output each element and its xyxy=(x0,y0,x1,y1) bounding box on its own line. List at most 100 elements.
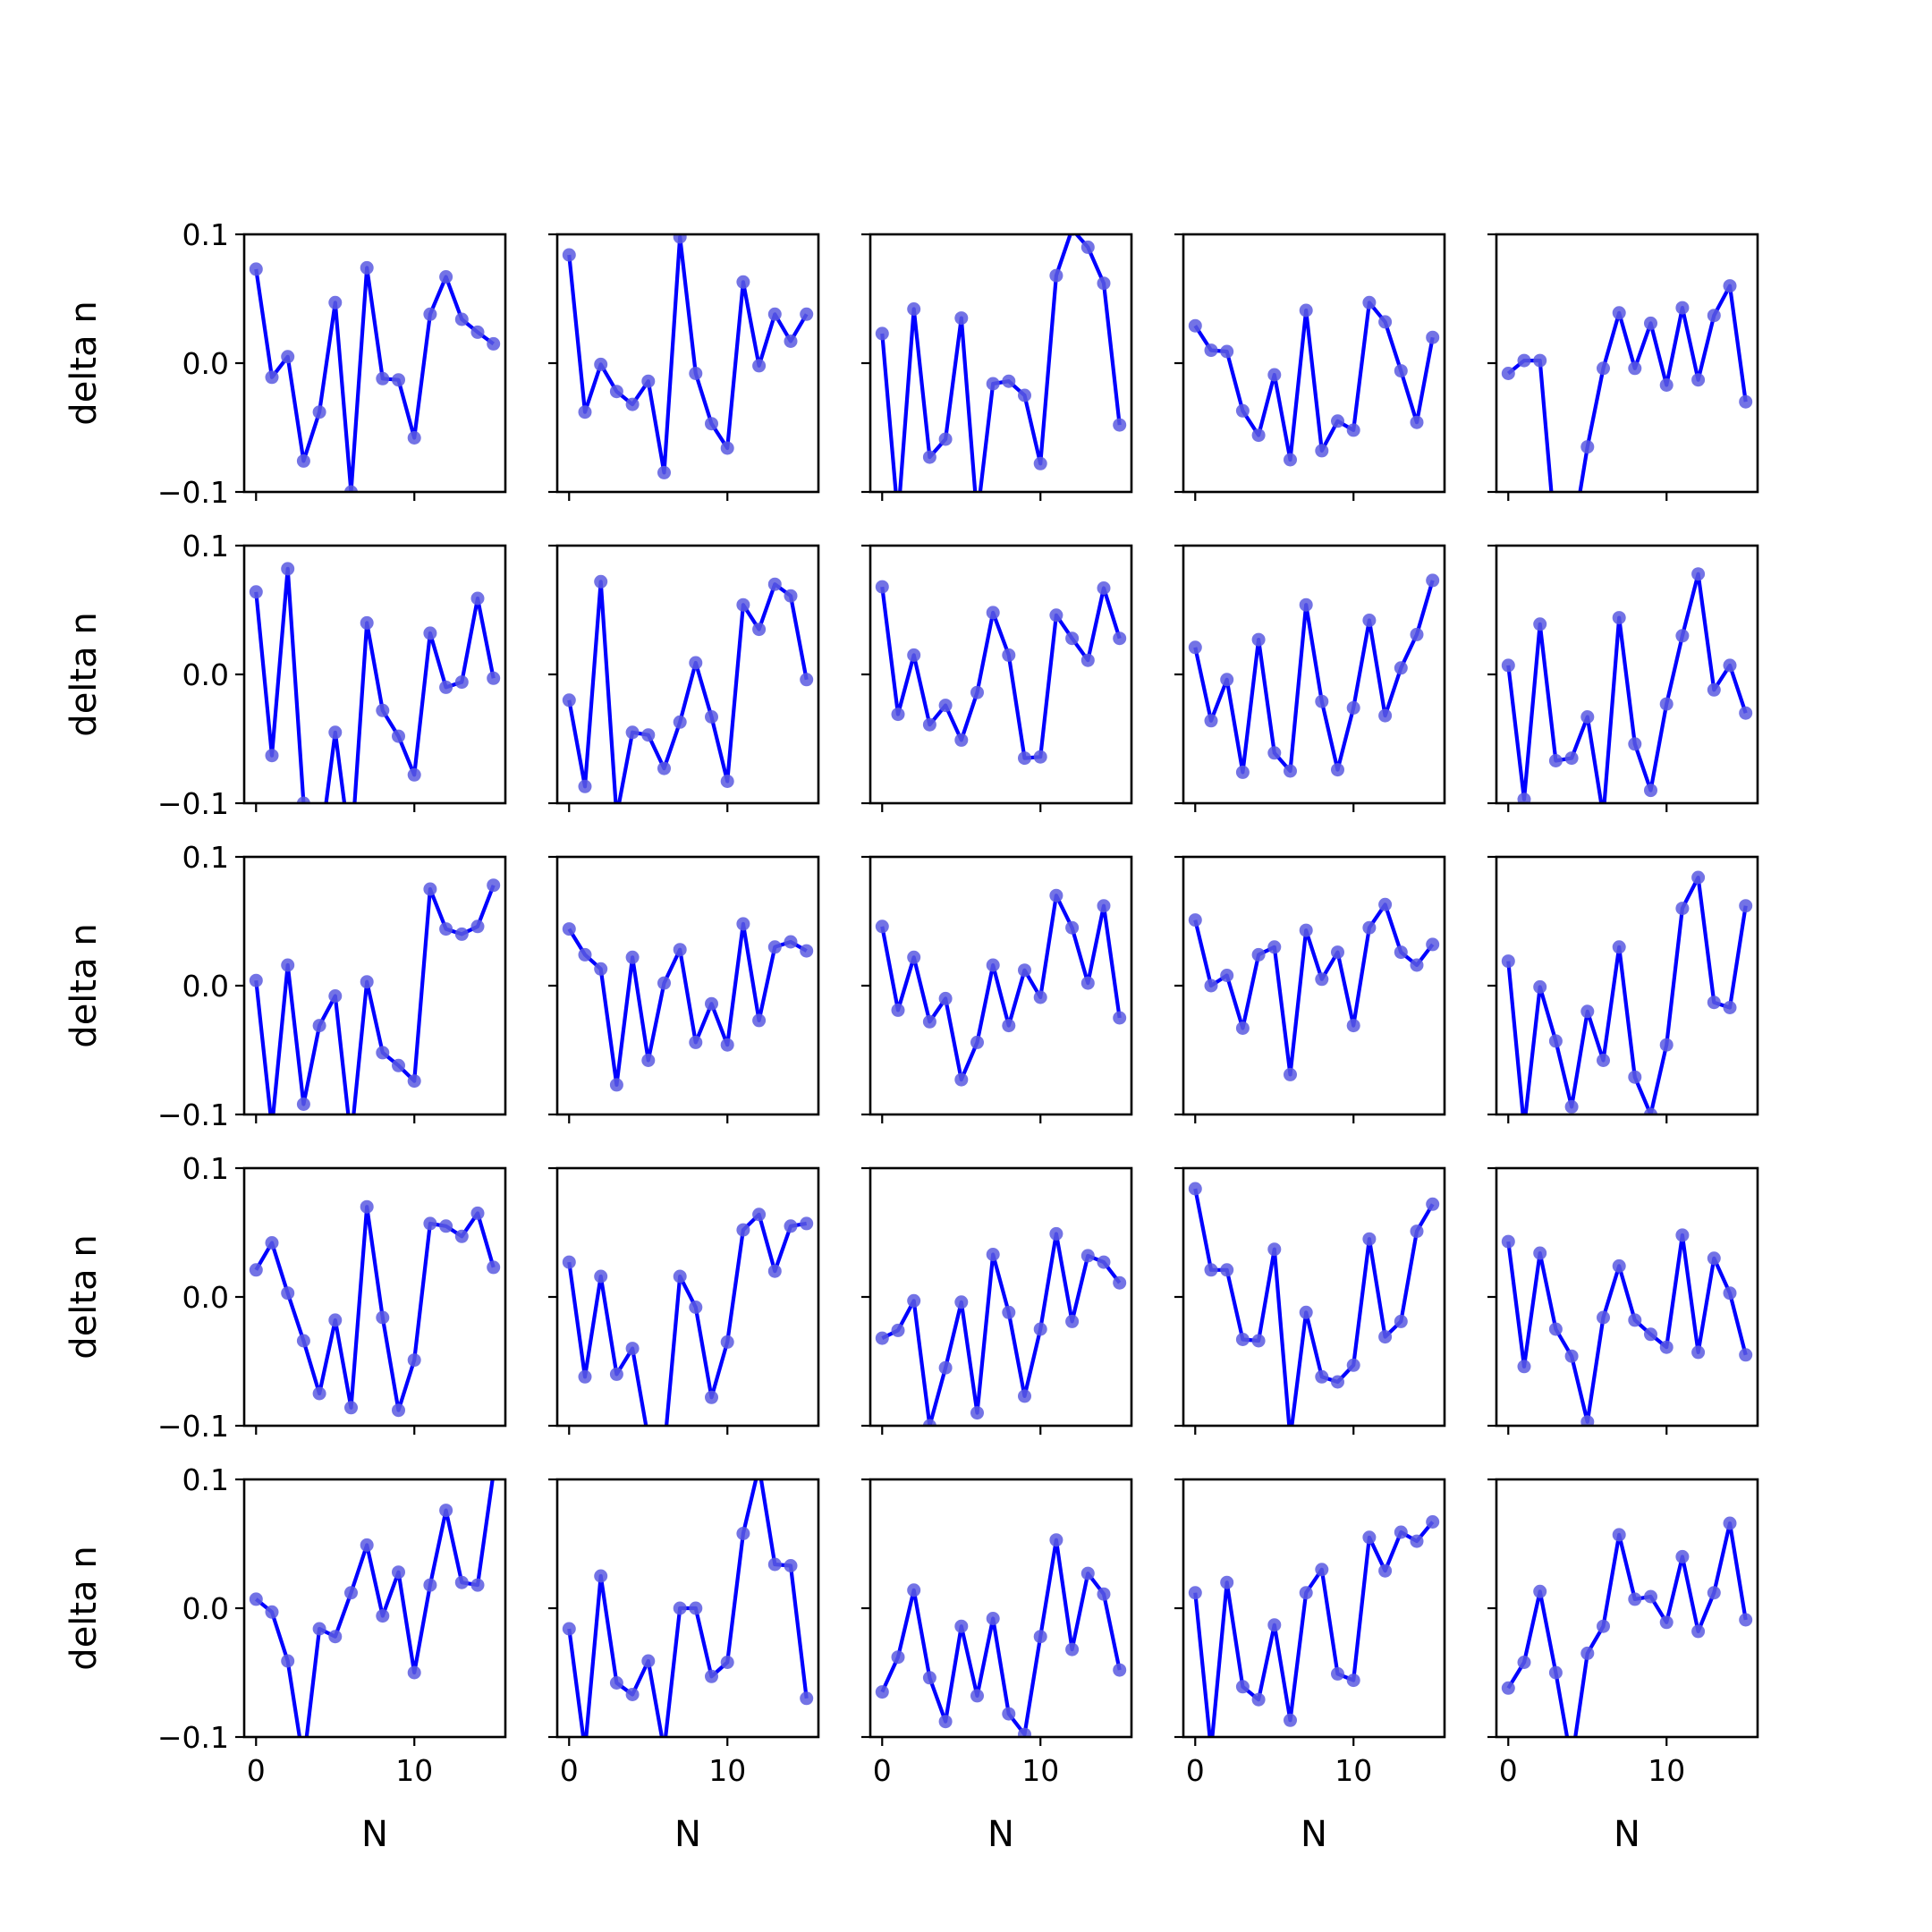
x-tick-label-0: 0 xyxy=(1186,1753,1205,1788)
data-point-4 xyxy=(1251,1334,1266,1348)
data-point-4 xyxy=(625,1342,640,1356)
data-point-12 xyxy=(752,1013,767,1028)
data-point-14 xyxy=(1410,415,1424,429)
data-point-0 xyxy=(562,693,576,708)
x-axis-label: N xyxy=(1614,1814,1640,1855)
y-axis-label: delta n xyxy=(64,612,105,736)
data-point-3 xyxy=(1235,1021,1250,1035)
data-point-14 xyxy=(1410,627,1424,641)
data-point-14 xyxy=(784,1559,798,1572)
data-point-3 xyxy=(922,1419,936,1426)
series-r2-c1 xyxy=(562,917,814,1092)
data-point-14 xyxy=(1097,1255,1111,1269)
subplot-r2-c1 xyxy=(548,855,820,1123)
series-line xyxy=(567,1212,808,1426)
data-point-0 xyxy=(1501,954,1515,969)
data-point-11 xyxy=(1675,629,1690,643)
data-point-14 xyxy=(470,325,485,339)
y-tick-label-0: 0.0 xyxy=(182,1591,229,1626)
data-point-5 xyxy=(1267,746,1282,760)
data-point-5 xyxy=(1267,940,1282,954)
data-point-1 xyxy=(1517,1360,1531,1374)
data-point-7 xyxy=(986,1612,1000,1625)
data-point-10 xyxy=(1659,1340,1674,1354)
data-point-6 xyxy=(657,761,671,775)
data-point-8 xyxy=(1315,1369,1329,1384)
x-tick-label-0: 0 xyxy=(873,1753,892,1788)
data-point-10 xyxy=(1033,750,1047,764)
data-point-3 xyxy=(922,717,936,732)
data-point-12 xyxy=(1065,631,1080,646)
data-point-5 xyxy=(328,989,343,1003)
series-line xyxy=(880,1538,1122,1737)
data-point-9 xyxy=(392,1058,405,1072)
data-point-4 xyxy=(938,699,953,713)
data-point-2 xyxy=(594,1569,608,1583)
subplot-r4-c2: 0 10N xyxy=(861,1478,1133,1855)
data-point-15 xyxy=(1113,1275,1127,1290)
data-point-2 xyxy=(594,962,608,976)
data-point-10 xyxy=(407,1074,421,1089)
data-point-8 xyxy=(1628,1070,1642,1084)
series-line xyxy=(1506,1521,1748,1737)
data-point-0 xyxy=(875,1685,889,1699)
data-point-12 xyxy=(1378,897,1393,911)
data-point-12 xyxy=(439,922,453,936)
data-point-5 xyxy=(954,1072,969,1087)
data-point-10 xyxy=(720,1335,734,1349)
y-tick-label--0.1: −0.1 xyxy=(157,1097,229,1132)
y-tick-label--0.1: −0.1 xyxy=(157,475,229,510)
data-point-15 xyxy=(800,1216,814,1231)
data-point-15 xyxy=(1739,706,1753,720)
y-tick-label-0.1: 0.1 xyxy=(182,529,229,564)
data-point-15 xyxy=(800,944,814,958)
data-point-10 xyxy=(1659,1615,1674,1630)
data-point-10 xyxy=(407,431,421,445)
data-point-15 xyxy=(487,1260,501,1275)
x-axis-label: N xyxy=(674,1814,701,1855)
data-point-10 xyxy=(407,1353,421,1368)
data-point-7 xyxy=(360,615,374,630)
series-r3-c2 xyxy=(875,1226,1127,1426)
subplot-r0-c2 xyxy=(861,233,1133,501)
data-point-14 xyxy=(784,1219,798,1233)
data-point-11 xyxy=(1362,295,1377,309)
data-point-13 xyxy=(767,307,782,321)
data-point-14 xyxy=(1410,958,1424,972)
data-point-3 xyxy=(922,1014,936,1029)
series-line xyxy=(1506,572,1748,803)
data-point-4 xyxy=(312,1019,326,1033)
subplot-panels: −0.1 0.0 0.1 delta n −0.1 0.0 0.1 delta n −0.1 0.… xyxy=(64,217,1759,1855)
data-point-7 xyxy=(1612,1258,1626,1273)
data-point-1 xyxy=(891,708,905,722)
data-point-3 xyxy=(1548,754,1563,767)
data-point-15 xyxy=(1426,1515,1440,1529)
data-point-0 xyxy=(1188,1586,1202,1600)
data-point-13 xyxy=(1080,653,1095,667)
data-point-6 xyxy=(970,685,984,699)
data-point-13 xyxy=(1707,996,1721,1010)
data-point-8 xyxy=(1002,374,1016,388)
series-r3-c1 xyxy=(562,1208,814,1426)
data-point-9 xyxy=(1331,763,1344,777)
data-point-1 xyxy=(578,405,592,419)
data-point-15 xyxy=(1426,330,1440,344)
data-point-13 xyxy=(1394,1525,1408,1539)
x-tick-label-10: 10 xyxy=(708,1753,746,1788)
data-point-11 xyxy=(423,307,437,321)
y-tick-label--0.1: −0.1 xyxy=(157,786,229,821)
data-point-13 xyxy=(1080,1249,1095,1263)
data-point-9 xyxy=(1018,1389,1031,1403)
data-point-11 xyxy=(1049,1226,1063,1241)
data-point-9 xyxy=(392,1403,405,1418)
data-point-5 xyxy=(954,1295,969,1309)
y-axis-label: delta n xyxy=(64,1546,105,1670)
y-tick-label-0: 0.0 xyxy=(182,969,229,1004)
data-point-3 xyxy=(609,385,623,399)
data-point-4 xyxy=(1251,947,1266,962)
data-point-0 xyxy=(1501,658,1515,673)
data-point-0 xyxy=(249,973,263,987)
data-point-2 xyxy=(594,574,608,589)
x-tick-label-0: 0 xyxy=(560,1753,579,1788)
